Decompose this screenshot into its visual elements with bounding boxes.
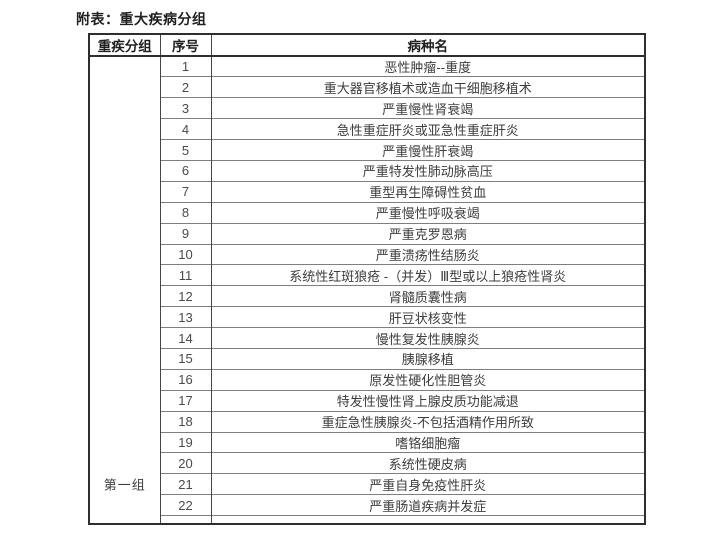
row-index-cell: 12	[159, 285, 211, 307]
table-row: 19 嗜铬细胞瘤	[89, 431, 645, 453]
row-disease-name-cell: 肝豆状核变性	[210, 306, 645, 328]
row-disease-name-cell: 慢性复发性胰腺炎	[210, 327, 645, 349]
row-disease-name-cell: 系统性硬皮病	[210, 452, 645, 474]
group-merged-cell: 第一组	[89, 56, 160, 524]
row-index-cell: 15	[159, 347, 211, 370]
row-disease-name-cell: 严重慢性肾衰竭	[210, 97, 645, 119]
row-disease-name-cell: 重大器官移植术或造血干细胞移植术	[210, 76, 645, 98]
table-row: 7 重型再生障碍性贫血	[89, 180, 645, 203]
row-index-cell: 16	[159, 368, 211, 391]
row-disease-name-cell: 肾髓质囊性病	[210, 285, 645, 307]
row-index-cell: 19	[159, 431, 211, 453]
table-row: 18 重症急性胰腺炎-不包括酒精作用所致	[89, 410, 645, 433]
row-disease-name-cell: 重症急性胰腺炎-不包括酒精作用所致	[210, 410, 645, 433]
row-index-cell: 17	[159, 389, 211, 412]
table-row: 8 严重慢性呼吸衰竭	[89, 201, 645, 224]
row-index-cell: 10	[159, 243, 211, 265]
row-index-cell	[159, 515, 211, 524]
row-index-cell: 1	[159, 56, 211, 77]
row-disease-name-cell	[210, 515, 645, 524]
table-row: 3 严重慢性肾衰竭	[89, 97, 645, 119]
row-disease-name-cell: 系统性红斑狼疮 -（并发）Ⅲ型或以上狼疮性肾炎	[210, 264, 645, 286]
table-row: 10 严重溃疡性结肠炎	[89, 243, 645, 265]
page-title: 附表：重大疾病分组	[76, 11, 207, 27]
row-disease-name-cell: 嗜铬细胞瘤	[210, 431, 645, 453]
row-disease-name-cell: 胰腺移植	[210, 347, 645, 370]
row-disease-name-cell: 严重特发性肺动脉高压	[210, 159, 645, 182]
table-row: 21 严重自身免疫性肝炎	[89, 473, 645, 495]
table-row: 4 急性重症肝炎或亚急性重症肝炎	[89, 118, 645, 140]
table-body: 第一组 1 恶性肿瘤--重度 2 重大器官移植术或造血干细胞移植术 3 严重慢性肾…	[89, 56, 645, 524]
group-label: 第一组	[103, 477, 146, 493]
table-row-partial	[89, 515, 645, 524]
table-row: 15 胰腺移植	[89, 347, 645, 370]
row-disease-name-cell: 严重自身免疫性肝炎	[210, 473, 645, 495]
column-header-disease: 病种名	[210, 34, 645, 57]
row-index-cell: 21	[159, 473, 211, 495]
row-index-cell: 22	[159, 494, 211, 516]
table-row: 12 肾髓质囊性病	[89, 285, 645, 307]
row-disease-name-cell: 严重肠道疾病并发症	[210, 494, 645, 516]
row-index-cell: 7	[159, 180, 211, 203]
disease-group-table: 重疾分组 序号 病种名 第一组 1 恶性肿瘤--重度 2 重大器官移植术或造血干细…	[88, 33, 646, 525]
row-index-cell: 6	[159, 159, 211, 182]
table-row: 17 特发性慢性肾上腺皮质功能减退	[89, 389, 645, 412]
row-index-cell: 9	[159, 222, 211, 245]
table-row: 5 严重慢性肝衰竭	[89, 139, 645, 161]
column-header-group: 重疾分组	[89, 34, 160, 57]
row-disease-name-cell: 严重慢性呼吸衰竭	[210, 201, 645, 224]
table-row: 6 严重特发性肺动脉高压	[89, 159, 645, 182]
table-row: 2 重大器官移植术或造血干细胞移植术	[89, 76, 645, 98]
row-disease-name-cell: 严重溃疡性结肠炎	[210, 243, 645, 265]
row-index-cell: 20	[159, 452, 211, 474]
row-disease-name-cell: 急性重症肝炎或亚急性重症肝炎	[210, 118, 645, 140]
row-index-cell: 18	[159, 410, 211, 433]
table-row: 16 原发性硬化性胆管炎	[89, 368, 645, 391]
row-disease-name-cell: 严重慢性肝衰竭	[210, 139, 645, 161]
row-index-cell: 14	[159, 327, 211, 349]
row-index-cell: 11	[159, 264, 211, 286]
row-disease-name-cell: 恶性肿瘤--重度	[210, 56, 645, 77]
table-row: 20 系统性硬皮病	[89, 452, 645, 474]
row-index-cell: 5	[159, 139, 211, 161]
table-row: 11 系统性红斑狼疮 -（并发）Ⅲ型或以上狼疮性肾炎	[89, 264, 645, 286]
table-row: 14 慢性复发性胰腺炎	[89, 327, 645, 349]
row-index-cell: 3	[159, 97, 211, 119]
table-row: 13 肝豆状核变性	[89, 306, 645, 328]
row-index-cell: 8	[159, 201, 211, 224]
row-index-cell: 13	[159, 306, 211, 328]
table-header-row: 重疾分组 序号 病种名	[89, 34, 645, 57]
table-row: 22 严重肠道疾病并发症	[89, 494, 645, 516]
column-header-index: 序号	[159, 34, 211, 57]
table-row: 9 严重克罗恩病	[89, 222, 645, 245]
row-disease-name-cell: 重型再生障碍性贫血	[210, 180, 645, 203]
row-index-cell: 2	[159, 76, 211, 98]
row-disease-name-cell: 原发性硬化性胆管炎	[210, 368, 645, 391]
row-disease-name-cell: 严重克罗恩病	[210, 222, 645, 245]
row-index-cell: 4	[159, 118, 211, 140]
table-row: 第一组 1 恶性肿瘤--重度	[89, 56, 645, 493]
row-disease-name-cell: 特发性慢性肾上腺皮质功能减退	[210, 389, 645, 412]
